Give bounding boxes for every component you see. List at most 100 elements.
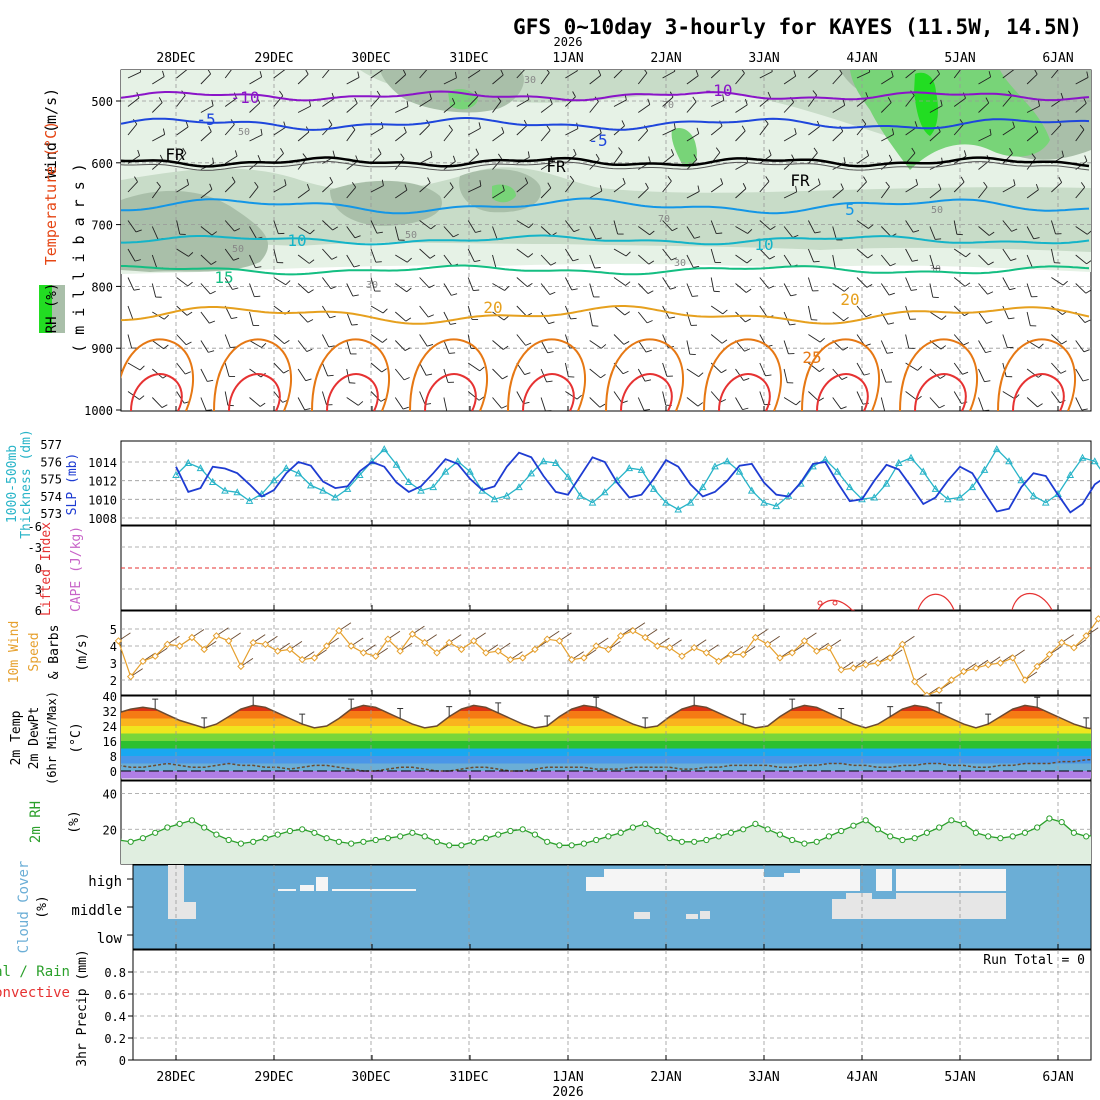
wind-barb-flag	[524, 177, 529, 184]
temp-label-FR: FR	[546, 157, 566, 176]
wind10m-point	[1008, 654, 1017, 662]
wind10m-point	[151, 652, 159, 660]
wind-barb	[710, 220, 717, 234]
wind-barb-flag	[382, 308, 388, 314]
wind-barb-flag	[232, 287, 239, 290]
thickness-point	[674, 505, 683, 513]
wind-barb-flag	[161, 404, 168, 408]
wind-barb	[249, 397, 261, 407]
wind-barb-flag	[1012, 121, 1015, 128]
wind-barb	[200, 368, 208, 382]
wind-barb-flag	[187, 281, 193, 287]
wind-barb-flag	[939, 375, 946, 379]
wind-barb-flag	[426, 373, 433, 376]
rh2m-point	[727, 829, 735, 836]
wind10m-point	[457, 645, 466, 654]
rh2m-point	[188, 817, 195, 824]
wind-barb-flag	[381, 179, 384, 186]
top-date-1JAN: 1JAN	[552, 51, 583, 66]
wind-barb-flag	[429, 93, 432, 100]
wind-barb-flag	[504, 285, 510, 291]
wind-barb-flag	[1031, 153, 1036, 159]
wind-barb-flag	[914, 121, 918, 128]
axis-title-total-rain: Total / Rain	[0, 964, 70, 980]
wind-barb	[589, 368, 601, 379]
wind-barb	[856, 71, 870, 79]
slp-tick-1012: 1012	[88, 475, 117, 489]
wind10m-point	[751, 633, 760, 642]
wind10m-point	[1057, 638, 1066, 647]
wind-barb-flag	[913, 230, 920, 233]
wind-barb-flag	[550, 262, 557, 266]
wind-barb-flag	[888, 154, 893, 161]
wind-barb	[1026, 254, 1033, 269]
thickness-point	[870, 493, 879, 501]
wind-barb-flag	[770, 225, 776, 231]
wind-barb	[540, 72, 550, 85]
wind-barb	[856, 305, 867, 318]
wind-barb	[297, 226, 311, 235]
wind-barb-flag	[305, 378, 312, 382]
wind-barb-flag	[887, 322, 895, 325]
wind-barb	[540, 254, 551, 266]
li-grid	[121, 526, 1091, 610]
wind-barb-flag	[674, 70, 676, 72]
cloud-block	[300, 885, 314, 891]
rh2m-point	[1034, 824, 1041, 831]
rh2m-point	[887, 833, 894, 840]
rh2m-point	[1096, 832, 1100, 837]
wind-barb-flag	[309, 259, 315, 264]
bottom-date-29DEC: 29DEC	[254, 1070, 293, 1085]
wind-barb-flag	[211, 231, 218, 236]
wind-barb-flag	[404, 347, 411, 351]
wind-barb	[249, 186, 259, 199]
wind-barb	[880, 283, 890, 296]
thickness-point	[662, 498, 670, 506]
wind-barb	[565, 70, 578, 79]
wind-barb	[492, 397, 502, 409]
wind-barb	[443, 283, 452, 296]
wind-barb	[224, 181, 236, 193]
wind-barb	[735, 72, 745, 85]
wind10m-point	[616, 632, 625, 640]
wind-barb	[978, 368, 985, 382]
cloud-block	[800, 869, 860, 891]
wind-barb	[759, 391, 765, 405]
wind-barb	[127, 123, 138, 136]
wind-barb-flag	[601, 344, 607, 349]
wind10m-point	[727, 650, 735, 659]
wind-barb-flag	[618, 147, 623, 153]
temp-label-5: 5	[845, 200, 855, 219]
wind10m-point	[114, 637, 123, 645]
li-series	[817, 593, 1053, 615]
thickness-point	[1017, 476, 1026, 484]
rh2m-point	[1009, 833, 1016, 840]
wind-barb-flag	[743, 378, 750, 381]
wind-barb	[686, 368, 699, 378]
bottom-date-1JAN: 1JAN	[552, 1070, 583, 1085]
cloud-grid	[127, 865, 1059, 949]
wind-barb	[832, 397, 842, 410]
wind-barb-flag	[719, 63, 722, 68]
wind-barb	[662, 180, 672, 193]
wind-barb	[783, 283, 792, 297]
wind10m-point	[1021, 676, 1029, 684]
rh2m-point	[1083, 833, 1090, 840]
wind-barb-flag	[207, 70, 212, 75]
wind-barb-flag	[1009, 148, 1013, 154]
wind-barb	[200, 311, 210, 324]
run-total-label: Run Total = 0	[983, 953, 1085, 968]
wind10m-point	[531, 645, 539, 654]
wind-barb-flag	[478, 122, 481, 129]
wind-barb-flag	[1083, 349, 1090, 353]
wind-barb-flag	[765, 176, 770, 182]
wind-barb	[953, 220, 958, 235]
wind-barb	[346, 397, 359, 406]
wind-barb-flag	[595, 153, 600, 160]
wind-barb	[443, 254, 453, 267]
thickness-point	[380, 445, 389, 453]
wind-barb	[346, 129, 356, 142]
wind-barb	[832, 311, 844, 322]
wind-barb-flag	[406, 257, 412, 263]
thickness-point	[907, 453, 915, 461]
